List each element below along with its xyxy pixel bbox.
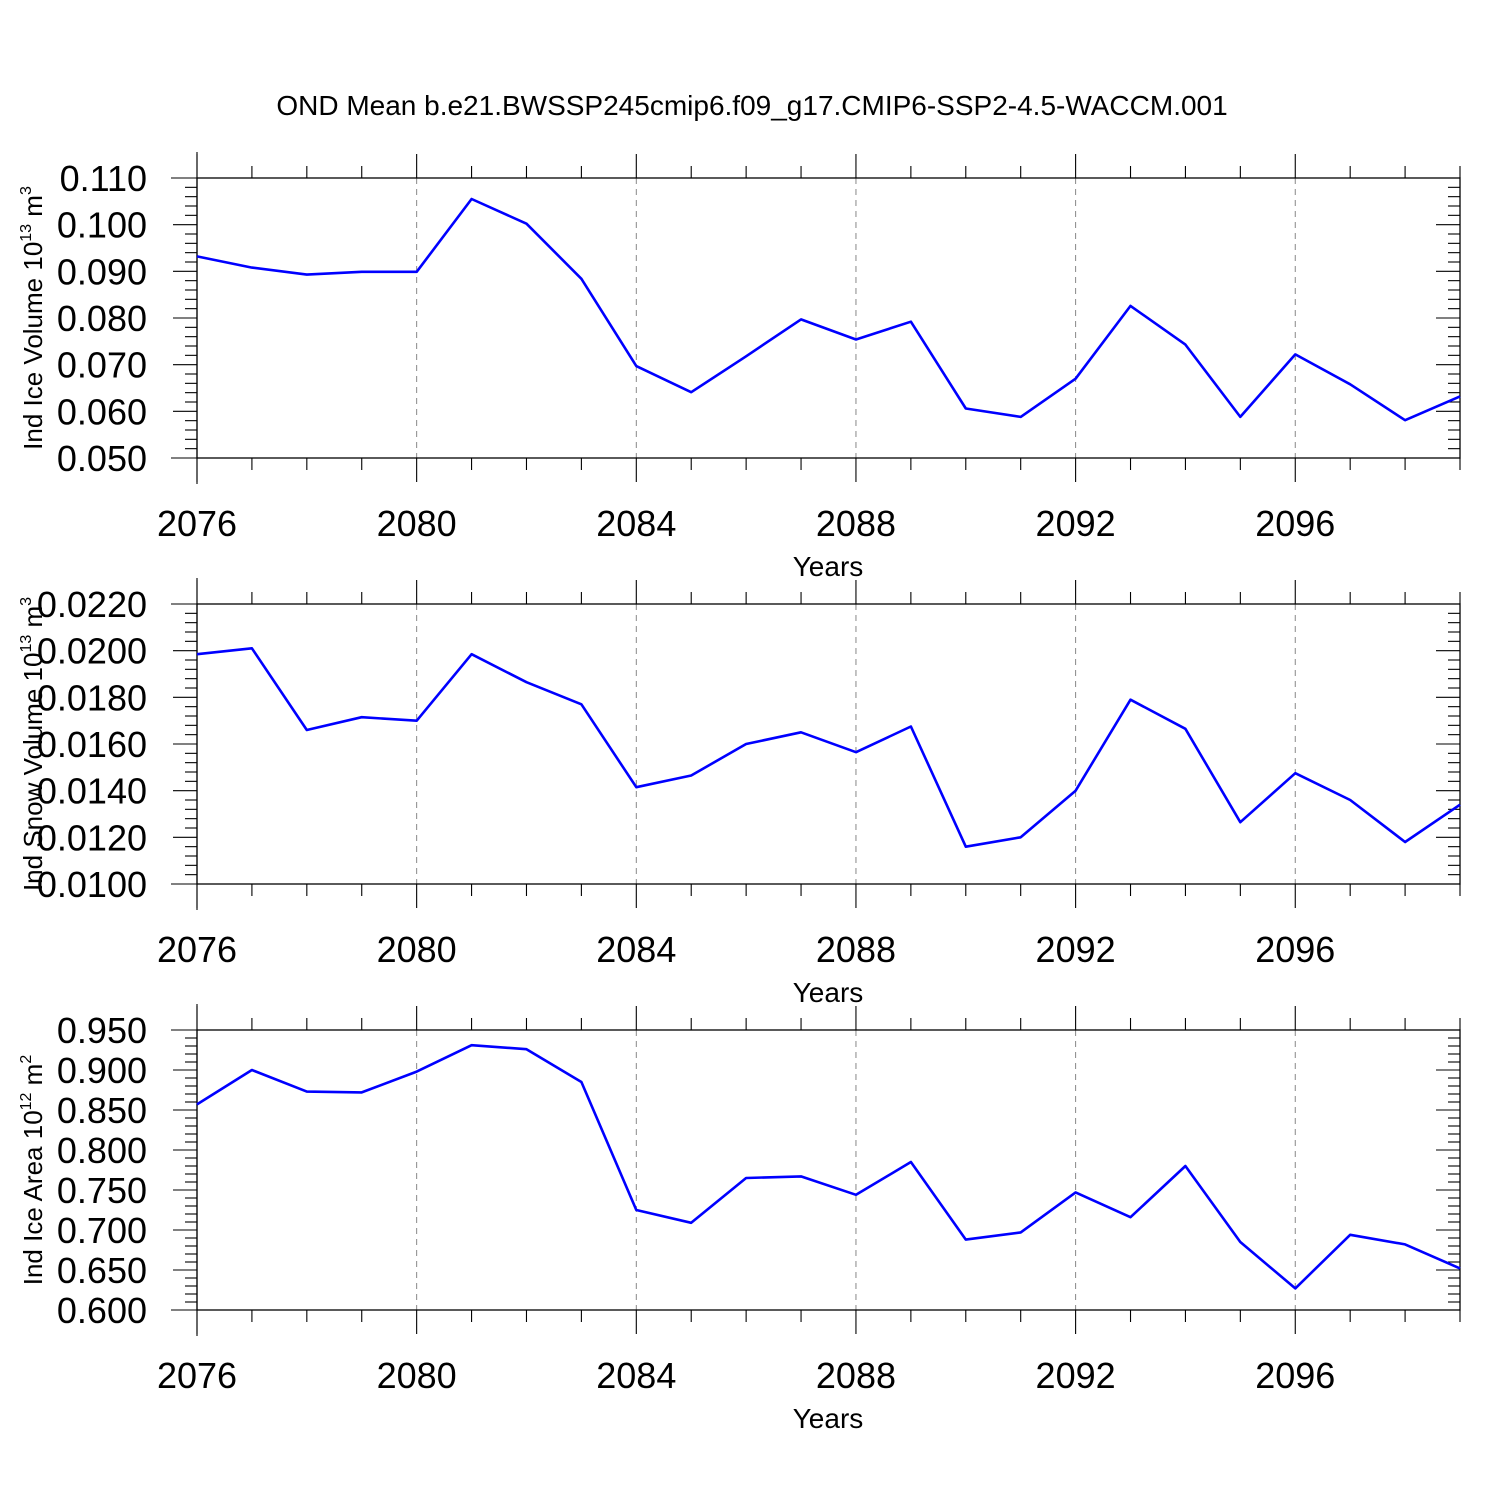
x-tick-label: 2084 (596, 503, 676, 544)
figure-title: OND Mean b.e21.BWSSP245cmip6.f09_g17.CMI… (276, 90, 1227, 121)
y-axis-title-main: Ind Snow Volume 10 (18, 653, 48, 892)
x-tick-label: 2088 (816, 929, 896, 970)
y-axis-title-exp: 13 (18, 224, 35, 242)
y-axis-title-main: Ind Ice Area 10 (18, 1110, 48, 1285)
y-axis-title: Ind Snow Volume 1013 m3 (18, 597, 48, 891)
x-tick-label: 2084 (596, 929, 676, 970)
series-line-1 (196, 646, 1461, 849)
x-tick-label: 2092 (1036, 1355, 1116, 1396)
y-tick-label: 0.0100 (37, 864, 147, 905)
x-tick-label: 2076 (157, 1355, 237, 1396)
y-axis-title: Ind Ice Area 1012 m2 (18, 1055, 48, 1286)
x-tick-label: 2080 (377, 929, 457, 970)
y-tick-label: 0.750 (57, 1170, 147, 1211)
y-axis-title-unit: m (18, 195, 48, 224)
y-axis-title-unit: m (18, 1064, 48, 1093)
y-tick-label: 0.090 (57, 251, 147, 292)
y-tick-label: 0.800 (57, 1130, 147, 1171)
x-tick-label: 2096 (1255, 929, 1335, 970)
y-tick-label: 0.0140 (37, 771, 147, 812)
x-axis-title: Years (793, 1403, 864, 1434)
x-tick-label: 2084 (596, 1355, 676, 1396)
y-axis-title-exp: 12 (18, 1092, 35, 1110)
x-tick-label: 2096 (1255, 503, 1335, 544)
y-tick-label: 0.070 (57, 345, 147, 386)
plot-frame (196, 177, 1461, 459)
panels: 2076 2080 2084 2088 2092 2096 Years 0.050 0.060 0… (18, 152, 1461, 1434)
y-tick-label: 0.100 (57, 205, 147, 246)
x-tick-label: 2092 (1036, 929, 1116, 970)
y-tick-label: 0.700 (57, 1210, 147, 1251)
y-tick-label: 0.850 (57, 1090, 147, 1131)
y-axis-title-unit-exp: 3 (18, 186, 35, 195)
y-tick-label: 0.0160 (37, 724, 147, 765)
series-line-1 (196, 197, 1461, 422)
x-tick-label: 2080 (377, 1355, 457, 1396)
y-axis-title-exp: 13 (18, 635, 35, 653)
y-tick-label: 0.950 (57, 1010, 147, 1051)
x-tick-label: 2088 (816, 1355, 896, 1396)
y-tick-label: 0.0180 (37, 677, 147, 718)
panel-1: 2076 2080 2084 2088 2092 2096 Years 0.050 0.060 0… (18, 152, 1461, 582)
y-tick-label: 0.900 (57, 1050, 147, 1091)
x-tick-label: 2076 (157, 503, 237, 544)
y-tick-label: 0.600 (57, 1290, 147, 1331)
panel-2: 2076 2080 2084 2088 2092 2096 Years 0.0100 0.012… (18, 578, 1461, 1008)
y-tick-label: 0.050 (57, 438, 147, 479)
y-tick-label: 0.060 (57, 391, 147, 432)
x-tick-label: 2096 (1255, 1355, 1335, 1396)
y-axis-title: Ind Ice Volume 1013 m3 (18, 186, 48, 450)
y-tick-label: 0.650 (57, 1250, 147, 1291)
series-line-1 (196, 1043, 1461, 1290)
x-axis-title: Years (793, 977, 864, 1008)
y-tick-label: 0.080 (57, 298, 147, 339)
y-axis-title-unit: m (18, 606, 48, 635)
panel-3: 2076 2080 2084 2088 2092 2096Years0.6000.6500… (18, 1004, 1461, 1434)
y-tick-label: 0.0200 (37, 631, 147, 672)
x-tick-label: 2076 (157, 929, 237, 970)
y-axis-title-unit-exp: 3 (18, 597, 35, 606)
y-tick-label: 0.0220 (37, 584, 147, 625)
y-tick-label: 0.0120 (37, 817, 147, 858)
y-axis-title-unit-exp: 2 (18, 1055, 35, 1064)
x-tick-label: 2088 (816, 503, 896, 544)
y-tick-label: 0.110 (60, 158, 147, 199)
x-tick-label: 2092 (1036, 503, 1116, 544)
y-axis-title-main: Ind Ice Volume 10 (18, 242, 48, 450)
x-axis-title: Years (793, 551, 864, 582)
plot-frame (196, 603, 1461, 885)
x-tick-label: 2080 (377, 503, 457, 544)
